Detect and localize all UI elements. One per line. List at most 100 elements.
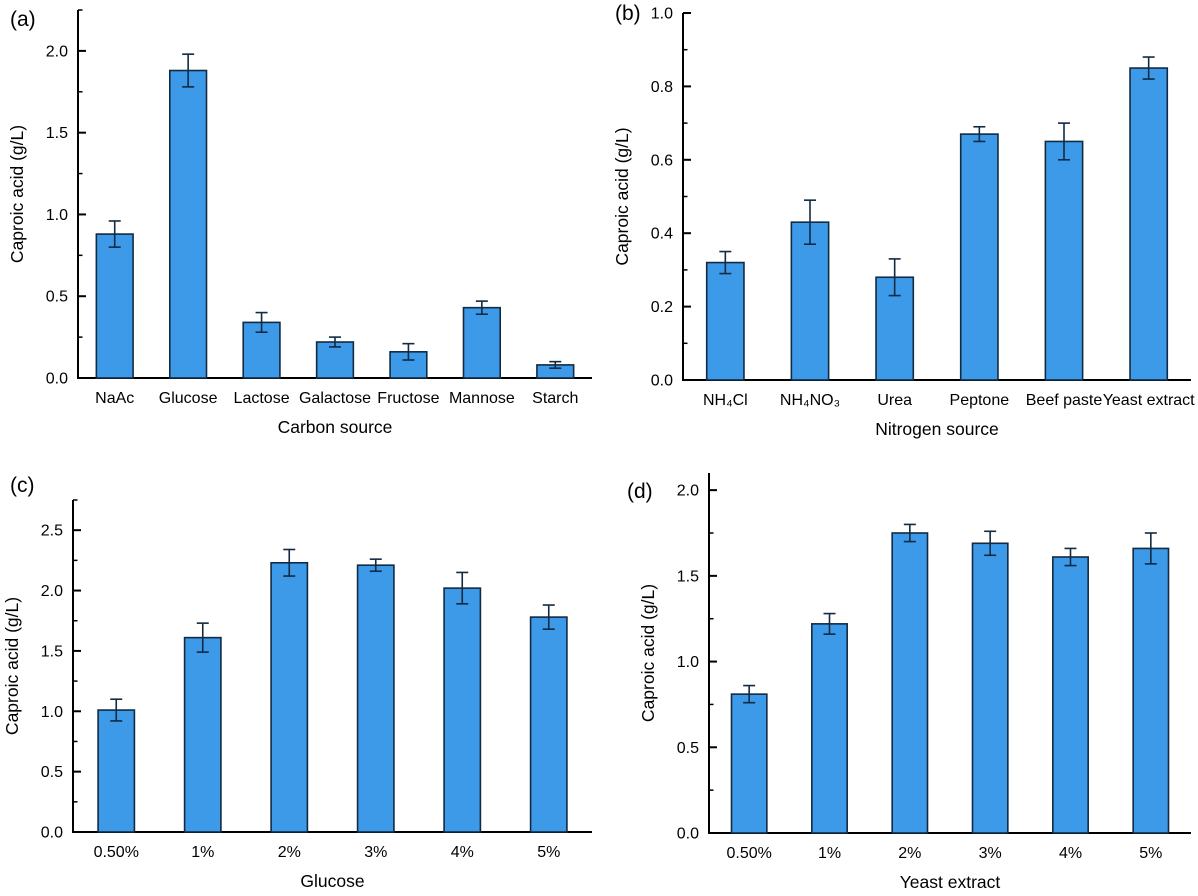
panel-b: (b) 0.0 0.2 0.4 0.6 0.8 1.0 Caproic acid (g/L)…	[599, 0, 1198, 448]
axes	[72, 500, 592, 833]
x-axis-title: Carbon source	[278, 417, 393, 437]
bar	[95, 233, 134, 379]
x-category-label: Galactose	[299, 390, 371, 407]
axes	[77, 10, 592, 379]
bars	[95, 69, 575, 379]
chart-panel-c: 0.0 0.5 1.0 1.5 2.0 2.5 Caproic acid (g/L) 0.50…	[2, 499, 592, 891]
y-tick-label: 0.5	[41, 764, 63, 781]
bar	[790, 221, 830, 381]
y-tick-label: 0.0	[651, 373, 673, 390]
y-tick-label: 0.0	[677, 826, 699, 843]
y-ticks: 0.0 0.5 1.0 1.5 2.0	[46, 9, 86, 388]
bars	[705, 67, 1169, 381]
error-bars	[108, 53, 562, 369]
x-category-label: 1%	[818, 845, 841, 862]
x-category-label: 4%	[1059, 845, 1082, 862]
x-category-label: Peptone	[950, 392, 1010, 409]
bar	[1132, 547, 1170, 834]
bar	[462, 306, 502, 379]
x-axis-title: Yeast extract	[900, 872, 1001, 892]
bar	[168, 69, 208, 379]
x-axis-title: Glucose	[300, 871, 364, 891]
x-category-label: Glucose	[159, 390, 218, 407]
y-axis-title: Caproic acid (g/L)	[612, 127, 632, 265]
bar	[97, 709, 136, 833]
panel-d: (d) 0.0 0.5 1.0 1.5 2.0 Caproic acid (g/L) 0.5…	[599, 448, 1198, 896]
x-category-label: 3%	[979, 845, 1002, 862]
x-category-label: 5%	[1139, 845, 1162, 862]
chart-panel-a: 0.0 0.5 1.0 1.5 2.0 Caproic acid (g/L) NaAc Glu…	[7, 9, 592, 437]
bars	[97, 561, 568, 833]
x-category-label: 0.50%	[726, 845, 771, 862]
y-tick-label: 2.0	[46, 43, 68, 60]
x-category-label: 0.50%	[94, 844, 139, 861]
x-category-label: Beef paste	[1026, 392, 1103, 409]
bar	[183, 636, 222, 833]
y-tick-label: 1.5	[46, 125, 68, 142]
panel-c: (c) 0.0 0.5 1.0 1.5 2.0 2.5 Caproic acid (g/L)…	[0, 448, 599, 896]
y-tick-label: 2.0	[41, 583, 63, 600]
y-tick-label: 0.5	[677, 740, 699, 757]
x-category-label: Urea	[877, 392, 912, 409]
y-tick-label: 1.0	[46, 207, 68, 224]
bar	[730, 693, 768, 834]
y-axis-title: Caproic acid (g/L)	[2, 597, 22, 735]
bar	[971, 542, 1009, 834]
bar	[811, 623, 848, 834]
panel-label-b: (b)	[615, 2, 641, 25]
x-category-labels: 0.50% 1% 2% 3% 4% 5%	[94, 844, 561, 861]
panel-label-a: (a)	[10, 8, 36, 31]
y-ticks: 0.0 0.5 1.0 1.5 2.0 2.5	[41, 499, 81, 842]
y-tick-label: 0.2	[651, 299, 673, 316]
bar	[891, 532, 929, 834]
x-category-label: 2%	[898, 845, 921, 862]
y-axis-title: Caproic acid (g/L)	[638, 584, 658, 722]
x-category-label: Lactose	[234, 390, 290, 407]
error-bars	[110, 548, 555, 722]
bar	[270, 561, 309, 833]
bar	[356, 564, 395, 833]
y-tick-label: 0.0	[41, 825, 63, 842]
bar	[529, 616, 568, 833]
x-category-labels: 0.50% 1% 2% 3% 4% 5%	[726, 845, 1162, 862]
bar	[1052, 556, 1089, 834]
axes	[682, 13, 1191, 381]
bar	[705, 261, 745, 381]
y-tick-label: 1.0	[651, 6, 673, 23]
x-axis-title: Nitrogen source	[875, 419, 999, 439]
y-tick-label: 0.5	[46, 289, 68, 306]
error-bars	[743, 523, 1157, 704]
bar	[443, 587, 482, 833]
bar	[959, 133, 999, 381]
x-category-label: 4%	[451, 844, 474, 861]
chart-panel-b: 0.0 0.2 0.4 0.6 0.8 1.0 Caproic acid (g/L) NH₄C…	[612, 6, 1195, 440]
bar	[1044, 140, 1084, 381]
y-tick-label: 1.5	[677, 568, 699, 585]
panel-label-c: (c)	[10, 474, 35, 497]
chart-panel-d: 0.0 0.5 1.0 1.5 2.0 Caproic acid (g/L) 0.50% 1%…	[638, 473, 1191, 892]
y-ticks: 0.0 0.5 1.0 1.5 2.0	[677, 483, 717, 843]
panel-a: (a) 0.0 0.5 1.0 1.5 2.0 Caproic acid (g/L) NaA…	[0, 0, 599, 448]
x-category-labels: NH₄Cl NH₄NO₃ Urea Peptone Beef paste Yeast ex…	[703, 392, 1195, 409]
x-category-label: Starch	[532, 390, 578, 407]
bar	[1129, 67, 1169, 381]
x-category-label: 3%	[364, 844, 387, 861]
x-category-label: NaAc	[95, 390, 134, 407]
y-tick-label: 2.5	[41, 523, 63, 540]
axes	[708, 473, 1191, 834]
y-axis-title: Caproic acid (g/L)	[7, 125, 27, 263]
y-tick-label: 0.4	[651, 226, 673, 243]
y-tick-label: 2.0	[677, 483, 699, 500]
y-tick-label: 1.0	[41, 704, 63, 721]
panel-label-d: (d)	[627, 480, 653, 503]
x-category-label: 5%	[537, 844, 560, 861]
y-ticks: 0.0 0.2 0.4 0.6 0.8 1.0	[651, 6, 691, 390]
x-category-label: NH₄Cl	[703, 392, 748, 409]
y-tick-label: 0.8	[651, 79, 673, 96]
y-tick-label: 0.0	[46, 371, 68, 388]
x-category-label: Yeast extract	[1103, 392, 1195, 409]
x-category-label: Mannose	[449, 390, 515, 407]
x-category-label: Fructose	[377, 390, 439, 407]
y-tick-label: 0.6	[651, 152, 673, 169]
x-category-label: 1%	[191, 844, 214, 861]
